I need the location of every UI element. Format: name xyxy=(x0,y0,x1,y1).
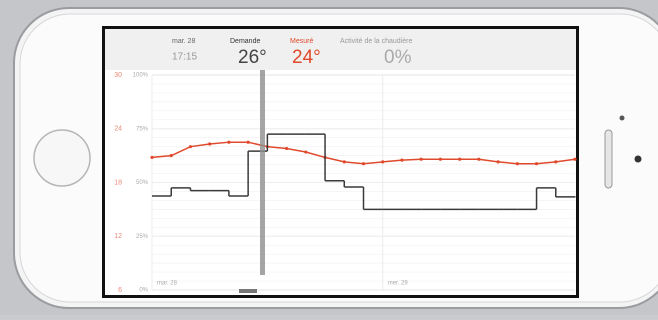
camera xyxy=(620,116,625,121)
y-tick-label: 24 xyxy=(114,126,122,133)
measured-point xyxy=(285,147,288,150)
boiler-label: Activité de la chaudière xyxy=(340,38,412,45)
measured-point xyxy=(496,160,499,163)
measured-point xyxy=(477,158,480,161)
time-cursor[interactable] xyxy=(260,70,265,275)
y-tick-label: 18 xyxy=(114,179,122,186)
y-tick-label: 6 xyxy=(118,287,122,294)
measured-point xyxy=(189,145,192,148)
measured-point xyxy=(535,162,538,165)
boiler-value: 0% xyxy=(384,47,412,68)
y2-tick-label: 100% xyxy=(133,73,149,79)
phone-screenshot: mar. 28 17:15 Demande 26° Mesuré 24° Act… xyxy=(0,0,658,315)
measured-point xyxy=(362,162,365,165)
measured-point xyxy=(420,158,423,161)
measured-value: 24° xyxy=(292,47,321,68)
measured-point xyxy=(304,150,307,153)
measured-point xyxy=(247,141,250,144)
measured-point xyxy=(381,160,384,163)
measured-point xyxy=(516,162,519,165)
y2-tick-label: 0% xyxy=(139,288,148,294)
y2-tick-label: 50% xyxy=(136,180,149,186)
sensor xyxy=(635,156,642,163)
measured-point xyxy=(150,156,153,159)
demand-value: 26° xyxy=(238,47,267,68)
measured-point xyxy=(400,159,403,162)
speaker xyxy=(605,130,612,188)
y2-tick-label: 75% xyxy=(136,126,149,132)
demand-label: Demande xyxy=(230,38,260,45)
y2-tick-label: 25% xyxy=(136,234,149,240)
measured-point xyxy=(227,141,230,144)
measured-label: Mesuré xyxy=(290,38,313,45)
header-bar xyxy=(105,29,576,70)
y-tick-label: 30 xyxy=(114,72,122,79)
measured-point xyxy=(554,160,557,163)
x-tick-label: mar. 28 xyxy=(157,281,178,287)
x-tick-label: mer. 29 xyxy=(388,281,409,287)
home-button[interactable] xyxy=(34,130,90,186)
page: {"header": {"date": "mar. 28", "time": "… xyxy=(0,0,658,315)
time: 17:15 xyxy=(172,52,197,63)
measured-point xyxy=(573,158,576,161)
measured-point xyxy=(458,158,461,161)
date: mar. 28 xyxy=(172,38,195,45)
scroll-handle[interactable] xyxy=(239,289,257,293)
measured-point xyxy=(439,158,442,161)
measured-point xyxy=(170,154,173,157)
measured-point xyxy=(343,160,346,163)
measured-point xyxy=(208,142,211,145)
y-tick-label: 12 xyxy=(114,233,122,240)
